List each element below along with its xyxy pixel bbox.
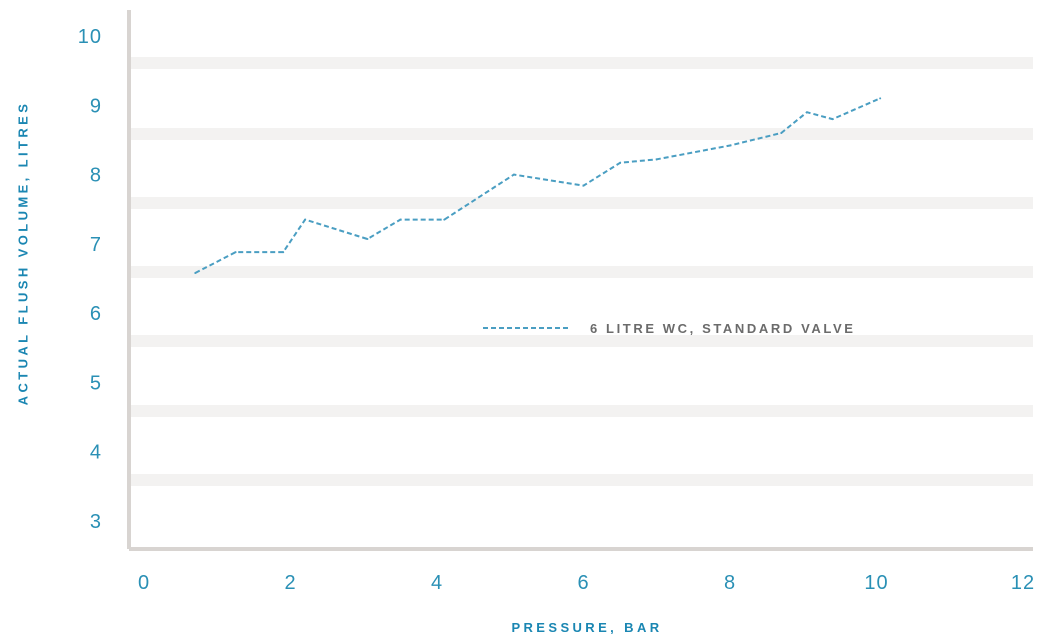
y-tick-label: 6 xyxy=(90,303,102,325)
y-tick-label: 3 xyxy=(90,511,102,533)
y-tick-label: 9 xyxy=(90,95,102,117)
data-point xyxy=(282,251,285,254)
y-tick-label: 5 xyxy=(90,372,102,394)
series-line-0 xyxy=(194,97,881,274)
legend-label: 6 LITRE WC, STANDARD VALVE xyxy=(590,321,856,336)
data-point xyxy=(443,218,446,221)
x-tick-label: 8 xyxy=(724,572,736,594)
x-axis-title: PRESSURE, BAR xyxy=(511,620,662,635)
legend: 6 LITRE WC, STANDARD VALVE xyxy=(483,321,856,336)
x-tick-labels: 0 2 4 6 8 10 12 xyxy=(138,572,1035,594)
data-point xyxy=(780,132,783,134)
y-tick-label: 4 xyxy=(90,442,102,464)
grid-band-1 xyxy=(129,128,1033,140)
x-tick-label: 4 xyxy=(431,572,443,594)
data-point xyxy=(399,218,402,221)
grid-band-5 xyxy=(129,405,1033,417)
data-point xyxy=(366,238,369,241)
data-point xyxy=(194,271,197,274)
grid-band-3 xyxy=(129,266,1033,278)
x-tick-label: 2 xyxy=(284,572,296,594)
grid-band-0 xyxy=(129,57,1033,69)
data-point xyxy=(582,184,585,187)
data-point xyxy=(234,251,237,254)
y-tick-label: 8 xyxy=(90,165,102,187)
x-tick-label: 12 xyxy=(1011,572,1035,594)
x-tick-label: 6 xyxy=(577,572,589,594)
x-tick-label: 10 xyxy=(864,572,888,594)
y-tick-label: 7 xyxy=(90,234,102,256)
data-point xyxy=(512,173,515,176)
data-point xyxy=(655,158,658,161)
data-point xyxy=(879,97,882,100)
data-point xyxy=(619,161,622,164)
y-tick-label: 10 xyxy=(78,26,102,48)
data-point xyxy=(831,118,834,121)
grid-band-4 xyxy=(129,335,1033,347)
y-tick-labels: 3 4 5 6 7 8 9 10 xyxy=(78,26,102,533)
grid-bands xyxy=(129,57,1033,486)
series-layer xyxy=(194,97,882,274)
data-point xyxy=(304,218,307,221)
axes xyxy=(127,10,1033,551)
data-point xyxy=(805,111,808,114)
grid-band-2 xyxy=(129,197,1033,209)
x-tick-label: 0 xyxy=(138,572,150,594)
grid-band-6 xyxy=(129,474,1033,486)
data-point xyxy=(729,144,731,147)
y-axis-title: ACTUAL FLUSH VOLUME, LITRES xyxy=(16,101,31,406)
